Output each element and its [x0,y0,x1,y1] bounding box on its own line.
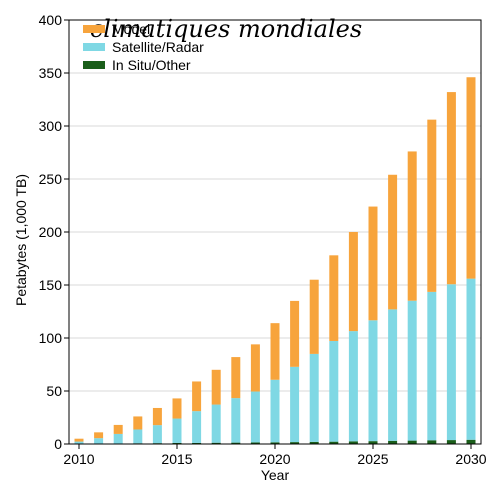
bar-model-2012 [113,424,123,434]
bar-in-situ-other-2024 [348,441,358,444]
y-tick-label: 400 [39,12,63,28]
bar-model-2024 [348,232,358,332]
bar-satellite-radar-2019 [250,391,260,443]
bar-satellite-radar-2021 [290,366,300,443]
bar-in-situ-other-2016 [192,442,202,444]
bar-model-2030 [466,77,476,279]
bar-model-2015 [172,398,182,419]
bar-model-2013 [133,416,143,430]
bar-in-situ-other-2022 [309,441,319,444]
bar-satellite-radar-2015 [172,418,182,443]
bar-in-situ-other-2027 [407,440,417,444]
y-tick-label: 50 [46,383,62,399]
bar-model-2029 [446,92,456,285]
bar-model-2020 [270,323,280,380]
bar-satellite-radar-2030 [466,278,476,440]
y-axis-ticks: 0 50 100 150 200 250 300 350 400 [39,12,69,452]
bar-satellite-radar-2024 [348,331,358,442]
bar-model-2014 [152,407,162,426]
y-tick-label: 300 [39,118,63,134]
bar-satellite-radar-2016 [192,411,202,443]
bar-satellite-radar-2017 [211,404,221,443]
bar-in-situ-other-2023 [329,441,339,444]
bar-in-situ-other-2030 [466,439,476,444]
bar-in-situ-other-2019 [250,442,260,444]
bar-satellite-radar-2020 [270,379,280,443]
bar-satellite-radar-2012 [113,433,123,444]
bar-model-2021 [290,300,300,367]
bar-model-2017 [211,369,221,405]
bar-in-situ-other-2017 [211,442,221,444]
bar-in-situ-other-2020 [270,442,280,444]
bar-satellite-radar-2011 [94,438,104,444]
y-axis-label: Petabytes (1,000 TB) [13,174,29,306]
y-tick-label: 200 [39,224,63,240]
legend-swatch [83,43,105,51]
bar-model-2010 [74,438,84,442]
x-tick-label: 2030 [455,451,486,467]
bar-in-situ-other-2015 [172,442,182,444]
y-tick-label: 150 [39,277,63,293]
legend-swatch [83,25,105,33]
bars [74,77,476,444]
legend: Model Satellite/Radar In Situ/Other [83,21,204,73]
bar-in-situ-other-2028 [427,440,437,444]
bar-satellite-radar-2023 [329,340,339,442]
legend-swatch [83,61,105,69]
y-tick-label: 250 [39,171,63,187]
bar-in-situ-other-2029 [446,440,456,444]
bar-satellite-radar-2014 [152,425,162,444]
bar-model-2025 [368,206,378,321]
bar-satellite-radar-2027 [407,300,417,441]
bar-in-situ-other-2025 [368,441,378,444]
x-tick-label: 2015 [161,451,192,467]
bar-model-2022 [309,279,319,354]
x-tick-label: 2025 [357,451,388,467]
bar-model-2028 [427,119,437,292]
bar-model-2023 [329,255,339,341]
legend-label: Model [112,21,150,37]
bar-in-situ-other-2018 [231,442,241,444]
bar-satellite-radar-2026 [388,309,398,441]
bar-model-2016 [192,381,202,412]
bar-model-2011 [94,432,104,439]
bar-satellite-radar-2013 [133,429,143,444]
bar-in-situ-other-2026 [388,440,398,444]
bar-satellite-radar-2018 [231,398,241,443]
bar-model-2027 [407,151,417,301]
bar-model-2019 [250,344,260,392]
x-tick-label: 2010 [63,451,94,467]
x-axis-ticks: 2010 2015 2020 2025 2030 [63,444,487,467]
bar-satellite-radar-2028 [427,291,437,441]
legend-label: Satellite/Radar [112,39,204,55]
bar-satellite-radar-2025 [368,320,378,442]
y-tick-label: 100 [39,330,63,346]
x-axis-label: Year [261,467,290,483]
y-tick-label: 350 [39,65,63,81]
bar-satellite-radar-2029 [446,284,456,441]
x-tick-label: 2020 [259,451,290,467]
bar-model-2018 [231,357,241,399]
legend-label: In Situ/Other [112,57,191,73]
bar-in-situ-other-2021 [290,442,300,444]
bar-satellite-radar-2010 [74,441,84,444]
bar-model-2026 [388,174,398,310]
bar-satellite-radar-2022 [309,353,319,442]
y-tick-label: 0 [54,436,62,452]
